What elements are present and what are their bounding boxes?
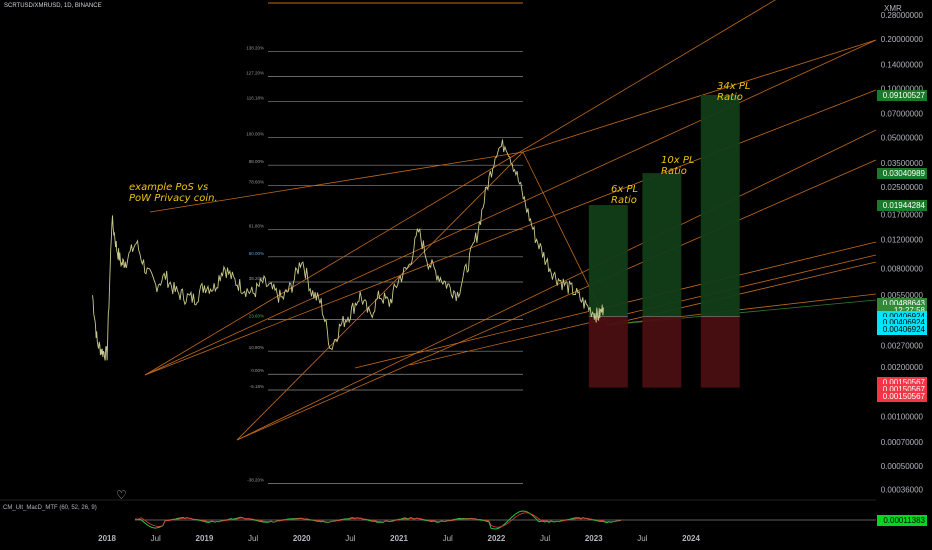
fib-level-label: 78.60% bbox=[249, 180, 264, 185]
indicator-value-tag: 0.00011383 bbox=[877, 515, 927, 526]
x-axis: 2018 Jul 2019 Jul 2020 Jul 2021 Jul 2022 Jul 2023 J… bbox=[98, 534, 700, 543]
fib-level-label: 116.18% bbox=[247, 96, 264, 101]
y-tick-label: 0.10000000 bbox=[881, 84, 924, 93]
y-tick-label: 0.01200000 bbox=[881, 235, 924, 244]
fib-level-label: 61.80% bbox=[249, 223, 264, 228]
annotation-ratio-34x[interactable]: 34x PL Ratio bbox=[717, 81, 751, 103]
y-tick-label: 0.00100000 bbox=[881, 413, 924, 422]
symbol-title[interactable]: SCRTUSD/XMRUSD, 1D, BINANCE bbox=[4, 3, 102, 9]
loss-zone bbox=[642, 316, 682, 388]
y-tick-label: 0.00050000 bbox=[881, 462, 924, 471]
tradingview-logo-icon: ♡ bbox=[116, 488, 127, 502]
fib-level-label: 100.00% bbox=[246, 132, 264, 137]
x-tick-label: 2022 bbox=[488, 534, 506, 543]
annotation-pos-vs-pow[interactable]: example PoS vs PoW Privacy coin. bbox=[129, 182, 218, 204]
fib-level-label: 23.60% bbox=[249, 314, 264, 319]
price-tag: 0.00488643 bbox=[877, 298, 927, 309]
y-tick-label: 0.14000000 bbox=[881, 60, 924, 69]
x-tick-label: Jul bbox=[345, 534, 355, 543]
fib-level-label: -6.18% bbox=[250, 384, 264, 389]
y-tick-label: 0.00200000 bbox=[881, 363, 924, 372]
axis-unit: XMR bbox=[884, 4, 902, 13]
y-tick-label: 0.02500000 bbox=[881, 183, 924, 192]
fib-level-label: 10.80% bbox=[249, 345, 264, 350]
y-tick-label: 0.07000000 bbox=[881, 110, 924, 119]
x-tick-label: 2021 bbox=[390, 534, 408, 543]
x-tick-label: Jul bbox=[151, 534, 161, 543]
y-tick-label: 0.00070000 bbox=[881, 438, 924, 447]
loss-zone bbox=[700, 316, 740, 388]
price-tag: 0.00150567 bbox=[877, 390, 927, 402]
price-tag: 0.00406924 bbox=[877, 311, 927, 322]
price-series bbox=[92, 139, 604, 361]
x-tick-label: 2023 bbox=[585, 534, 603, 543]
fib-level-label: 88.00% bbox=[249, 159, 264, 164]
macd-signal-line bbox=[134, 512, 622, 528]
fib-level-label: 127.20% bbox=[246, 70, 264, 75]
fib-level-label: 38.20% bbox=[249, 276, 264, 281]
macd-indicator bbox=[0, 499, 876, 530]
y-tick-label: 0.00550000 bbox=[881, 291, 924, 300]
annotation-ratio-10x[interactable]: 10x PL Ratio bbox=[661, 155, 695, 177]
trend-line bbox=[522, 39, 877, 153]
trend-line bbox=[149, 151, 524, 213]
indicator-label[interactable]: CM_Ult_MacD_MTF (60, 52, 26, 9) bbox=[3, 505, 97, 511]
y-tick-label: 0.00270000 bbox=[881, 342, 924, 351]
price-line bbox=[92, 139, 604, 361]
fib-retracement[interactable]: 138.20% 127.20% 116.18% 100.00% 88.00% 78.60%… bbox=[236, 2, 524, 484]
x-tick-label: 2020 bbox=[293, 534, 311, 543]
price-tag: 0.00150567 bbox=[877, 377, 927, 389]
position-boxes[interactable] bbox=[588, 94, 740, 388]
price-tag: 0.00406924 bbox=[877, 317, 927, 329]
fib-level-label: -38.20% bbox=[247, 478, 264, 483]
trend-line bbox=[144, 89, 877, 376]
trend-line bbox=[144, 39, 877, 376]
y-tick-label: 0.28000000 bbox=[881, 11, 924, 20]
x-tick-label: Jul bbox=[248, 534, 258, 543]
fib-level-label: 0.00% bbox=[251, 368, 264, 373]
y-tick-label: 0.00036000 bbox=[881, 485, 924, 494]
x-tick-label: 2019 bbox=[196, 534, 214, 543]
annotation-ratio-6x[interactable]: 6x PL Ratio bbox=[611, 184, 639, 206]
fib-level-label: 50.00% bbox=[249, 251, 264, 256]
x-tick-label: 2024 bbox=[682, 534, 700, 543]
trend-line bbox=[236, 159, 877, 441]
profit-zone bbox=[588, 205, 628, 317]
trend-line bbox=[144, 0, 776, 376]
price-tag: 0.00150567 bbox=[877, 384, 927, 395]
y-tick-label: 0.00800000 bbox=[881, 264, 924, 273]
x-tick-label: Jul bbox=[637, 534, 647, 543]
loss-zone bbox=[588, 316, 628, 388]
profit-zone bbox=[642, 173, 682, 317]
x-tick-label: Jul bbox=[540, 534, 550, 543]
y-tick-label: 0.01700000 bbox=[881, 211, 924, 220]
x-tick-label: Jul bbox=[443, 534, 453, 543]
x-tick-label: 2018 bbox=[98, 534, 116, 543]
price-tag: 0.00406924 bbox=[877, 323, 927, 335]
price-tag: 0.01944284 bbox=[877, 199, 927, 211]
profit-zone bbox=[700, 94, 740, 317]
price-tag: 0.09100527 bbox=[877, 89, 927, 101]
trend-line bbox=[236, 151, 524, 441]
y-tick-label: 0.05000000 bbox=[881, 134, 924, 143]
price-tag: 0.03040989 bbox=[877, 167, 927, 179]
y-tick-label: 0.03500000 bbox=[881, 159, 924, 168]
y-tick-label: 0.20000000 bbox=[881, 35, 924, 44]
price-tag: 12:27:58 bbox=[877, 304, 927, 316]
trend-line bbox=[236, 129, 877, 441]
fib-level-label: 138.20% bbox=[246, 45, 264, 50]
trend-lines[interactable] bbox=[144, 0, 877, 441]
